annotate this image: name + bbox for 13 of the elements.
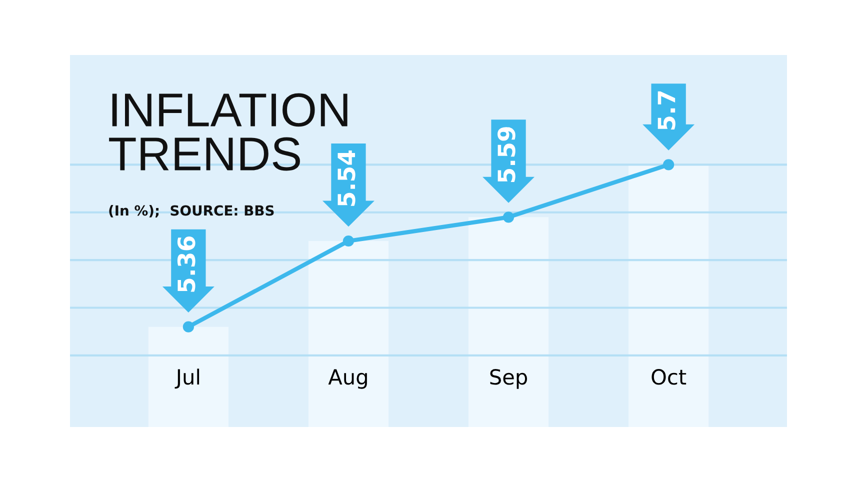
point xyxy=(663,159,674,170)
x-tick-label: Oct xyxy=(652,369,686,385)
text: (In %); SOURCE: BBS xyxy=(109,205,274,218)
point xyxy=(342,235,354,247)
point xyxy=(502,212,514,223)
point xyxy=(182,321,194,332)
x-tick-label: Jul xyxy=(174,368,200,389)
data-label: 5.7 xyxy=(658,91,676,130)
x-tick-label: Sep xyxy=(490,369,528,389)
data-label: 5.59 xyxy=(498,127,516,182)
data-label: 5.54 xyxy=(338,150,356,206)
x-tick-label: Aug xyxy=(328,369,367,389)
data-label: 5.36 xyxy=(177,236,196,292)
